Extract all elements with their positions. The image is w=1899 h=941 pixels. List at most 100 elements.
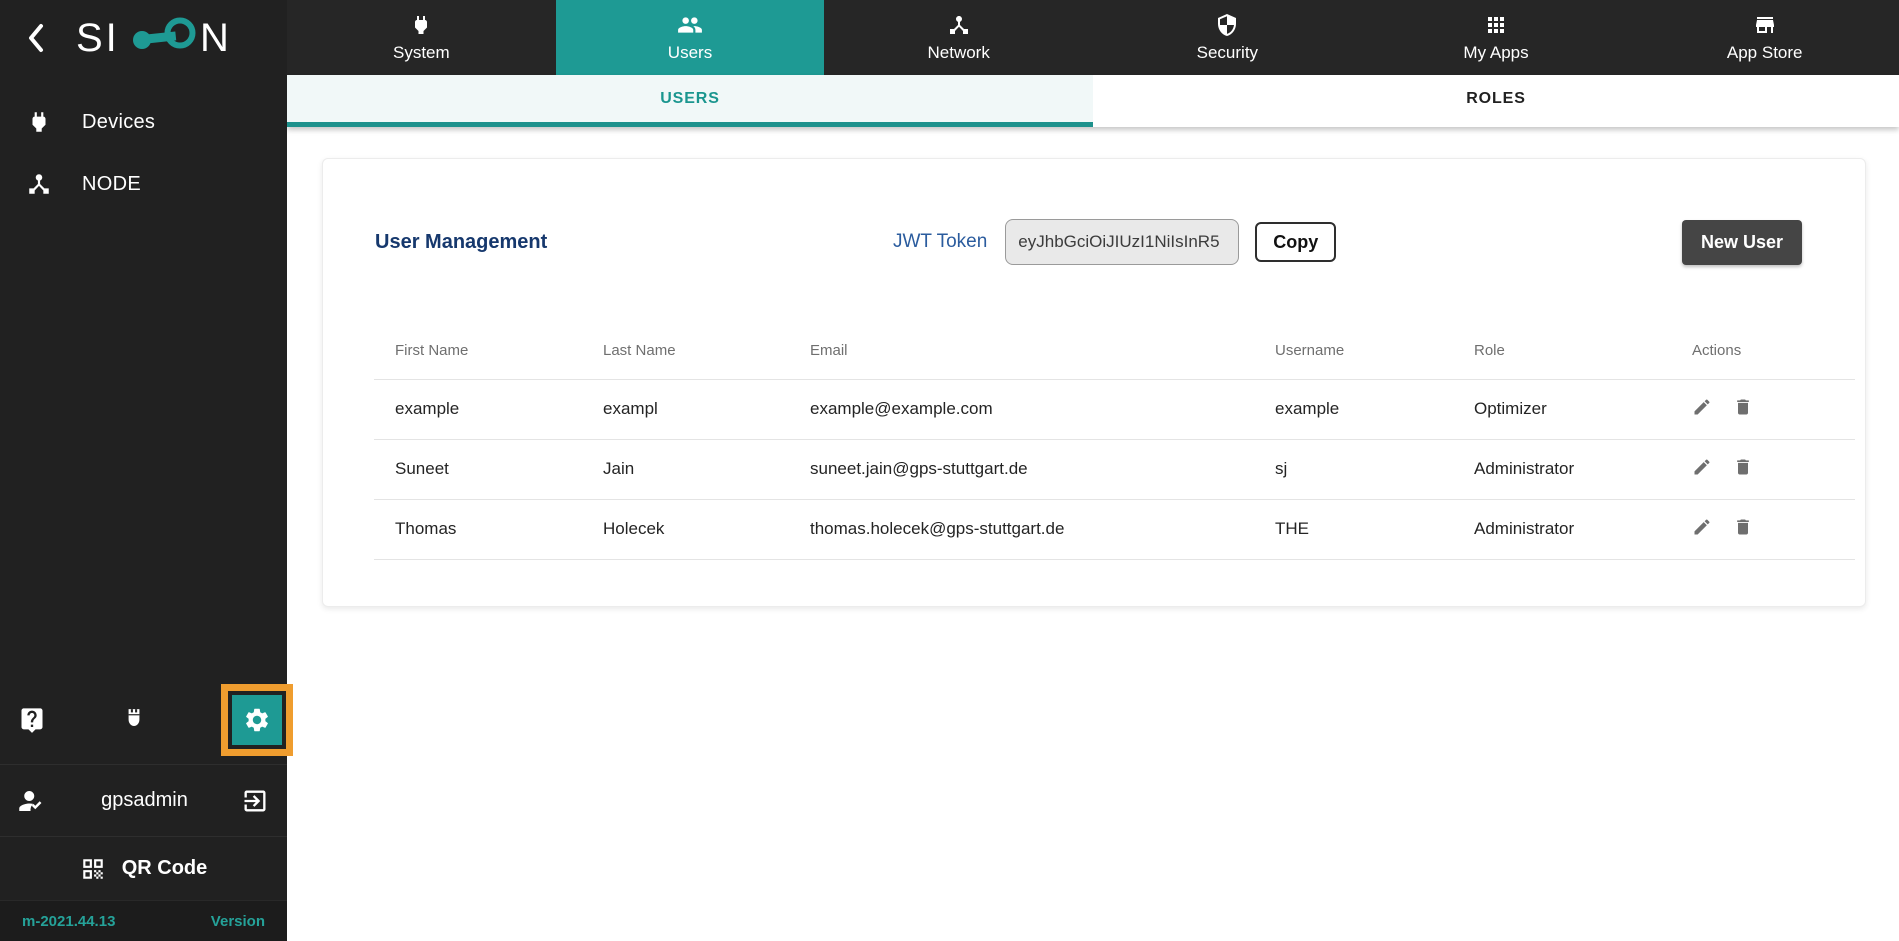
cell-email: example@example.com	[789, 379, 1254, 440]
sicon-logo: SI N	[76, 14, 240, 62]
nav-tab-system[interactable]: System	[287, 0, 556, 75]
table-row: example exampl example@example.com examp…	[374, 379, 1855, 440]
nav-tab-label: Network	[927, 43, 990, 62]
sidebar-item-node[interactable]: NODE	[0, 153, 287, 215]
username-label: gpsadmin	[101, 789, 188, 811]
nav-tab-users[interactable]: Users	[555, 0, 825, 75]
back-button[interactable]	[18, 18, 54, 58]
logout-icon	[244, 790, 266, 811]
cell-username: example	[1254, 379, 1453, 440]
nav-tab-security[interactable]: Security	[1093, 0, 1362, 75]
delete-user-button[interactable]	[1733, 517, 1753, 537]
cell-username: sj	[1254, 439, 1453, 500]
nav-tab-network[interactable]: Network	[824, 0, 1093, 75]
trash-icon	[1736, 459, 1749, 474]
version-label: Version	[210, 912, 265, 930]
col-header-first-name: First Name	[374, 323, 582, 380]
nav-tab-my-apps[interactable]: My Apps	[1362, 0, 1631, 75]
sidebar: SI N Devices NODE	[0, 0, 293, 941]
cell-role: Optimizer	[1453, 379, 1671, 440]
cell-first-name: Suneet	[374, 439, 582, 500]
cell-role: Administrator	[1453, 499, 1671, 560]
users-table: First Name Last Name Email Username Role…	[374, 323, 1855, 560]
qr-code-row[interactable]: QR Code	[0, 836, 287, 900]
qr-code-icon	[82, 858, 103, 879]
settings-gear-icon	[246, 708, 268, 732]
logo-node-ring	[164, 17, 196, 48]
logout-button[interactable]	[241, 787, 269, 815]
sidebar-header: SI N	[0, 0, 287, 75]
cell-role: Administrator	[1453, 439, 1671, 500]
settings-tile-inner	[232, 695, 282, 745]
apps-grid-icon	[1484, 12, 1508, 38]
edit-user-button[interactable]	[1692, 397, 1712, 417]
cell-last-name: Holecek	[582, 499, 789, 560]
copy-button[interactable]: Copy	[1255, 222, 1337, 262]
logo-text-right: N	[200, 16, 229, 60]
pencil-icon	[1694, 398, 1710, 414]
help-icon	[21, 708, 43, 733]
card-header: User Management JWT Token Copy New User	[323, 219, 1865, 265]
sidebar-menu: Devices NODE	[0, 75, 287, 215]
cell-actions	[1671, 499, 1855, 560]
col-header-email: Email	[789, 323, 1254, 380]
cell-first-name: example	[374, 379, 582, 440]
nav-tab-app-store[interactable]: App Store	[1630, 0, 1899, 75]
pencil-icon	[1694, 458, 1710, 474]
storefront-icon	[1753, 12, 1777, 38]
table-row: Suneet Jain suneet.jain@gps-stuttgart.de…	[374, 439, 1855, 500]
nav-tab-label: App Store	[1726, 43, 1803, 62]
qr-code-label: QR Code	[121, 857, 208, 879]
delete-user-button[interactable]	[1733, 457, 1753, 477]
pencil-icon	[1694, 518, 1710, 534]
trash-icon	[1736, 399, 1749, 414]
plug-icon	[24, 109, 54, 135]
nav-tab-label: Security	[1196, 43, 1259, 62]
table-header-row: First Name Last Name Email Username Role…	[374, 323, 1855, 380]
version-value: m-2021.44.13	[22, 912, 116, 930]
sidebar-item-devices[interactable]: Devices	[0, 91, 287, 153]
jwt-token-group: JWT Token Copy	[892, 219, 1337, 265]
sub-tabs: USERS ROLES	[287, 75, 1899, 127]
trash-icon	[1736, 519, 1749, 534]
delete-user-button[interactable]	[1733, 397, 1753, 417]
col-header-username: Username	[1254, 323, 1453, 380]
sidebar-item-label: Devices	[82, 110, 156, 133]
shield-icon	[1215, 12, 1239, 38]
usb-button[interactable]	[121, 707, 147, 733]
table-row: Thomas Holecek thomas.holecek@gps-stuttg…	[374, 499, 1855, 560]
plug-icon	[409, 12, 433, 38]
edit-user-button[interactable]	[1692, 457, 1712, 477]
sidebar-footer-icons	[0, 676, 293, 764]
settings-tile-selected[interactable]	[221, 684, 293, 756]
sidebar-item-label: NODE	[82, 172, 141, 195]
subtab-roles[interactable]: ROLES	[1093, 75, 1899, 127]
user-management-card: User Management JWT Token Copy New User	[322, 158, 1866, 607]
usb-icon	[128, 709, 139, 726]
edit-user-button[interactable]	[1692, 517, 1712, 537]
cell-email: thomas.holecek@gps-stuttgart.de	[789, 499, 1254, 560]
nav-tab-label: System	[392, 43, 450, 62]
chevron-left-icon	[29, 23, 43, 52]
cell-first-name: Thomas	[374, 499, 582, 560]
help-button[interactable]	[18, 706, 46, 734]
subtab-users[interactable]: USERS	[287, 75, 1093, 127]
cell-email: suneet.jain@gps-stuttgart.de	[789, 439, 1254, 500]
content-area: User Management JWT Token Copy New User	[287, 127, 1899, 941]
new-user-button[interactable]: New User	[1681, 219, 1803, 265]
col-header-last-name: Last Name	[582, 323, 789, 380]
version-bar: m-2021.44.13 Version	[0, 900, 287, 941]
cell-actions	[1671, 439, 1855, 500]
person-check-icon	[19, 790, 42, 811]
nav-tab-label: My Apps	[1463, 43, 1529, 62]
jwt-token-label: JWT Token	[892, 231, 988, 252]
cell-last-name: exampl	[582, 379, 789, 440]
current-user-row: gpsadmin	[0, 764, 287, 836]
cell-actions	[1671, 379, 1855, 440]
hub-icon	[947, 12, 971, 38]
sidebar-footer: gpsadmin QR Code m-2021.44.13 Version	[0, 676, 293, 941]
jwt-token-input[interactable]	[1005, 219, 1240, 265]
nav-tab-label: Users	[667, 43, 713, 62]
cell-username: THE	[1254, 499, 1453, 560]
